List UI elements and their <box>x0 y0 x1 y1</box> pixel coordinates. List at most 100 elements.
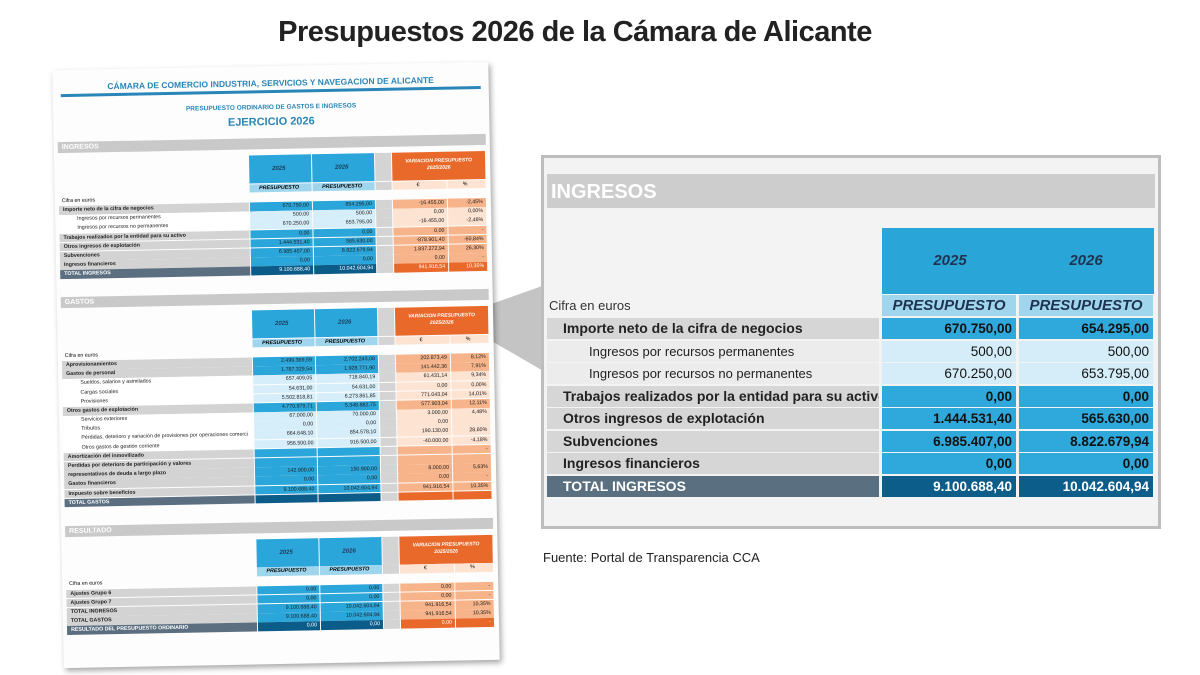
zoom-row-label: Otros ingresos de explotación <box>547 408 879 429</box>
variation-column: € <box>395 335 450 345</box>
cell-value: -60,84% <box>448 234 487 244</box>
cell-value: 670.750,00 <box>249 201 313 212</box>
gap <box>376 227 393 237</box>
section-title: INGRESOS <box>57 133 486 154</box>
cell-value: 5.502.818,81 <box>253 392 316 403</box>
gap <box>376 254 394 264</box>
year-header: 2026 <box>319 536 382 566</box>
document-section: RESULTADO 2025 2026 VARIACION PRESUPUESTO 20… <box>65 517 495 635</box>
cell-value <box>255 494 318 504</box>
spacer <box>58 155 249 187</box>
cell-value: 500,00 <box>250 210 313 221</box>
document-section: INGRESOS 2025 2026 VARIACION PRESUPUESTO 202… <box>57 133 489 279</box>
cell-value: 4.770.979,71 <box>253 402 316 412</box>
zoom-cell-value: 8.822.679,94 <box>1019 430 1153 452</box>
variation-column: € <box>392 180 447 190</box>
zoom-cell-value: 670.750,00 <box>882 318 1016 339</box>
zoom-row: Importe neto de la cifra de negocios 670.… <box>547 318 1153 339</box>
cell-value: 854.578,10 <box>317 428 380 439</box>
cell-value: - <box>452 444 491 455</box>
zoom-column-label: PRESUPUESTO <box>1019 295 1153 316</box>
cell-value: 0,00 <box>257 621 321 632</box>
cell-value <box>452 453 491 464</box>
cell-value: 0,00 <box>257 593 320 604</box>
zoom-cell-value: 500,00 <box>882 340 1016 362</box>
cell-value: 956.500,00 <box>254 438 317 449</box>
zoom-year: 2026 <box>1069 252 1103 269</box>
cell-value: 10,35% <box>453 481 492 491</box>
zoom-row: Trabajos realizados por la entidad para … <box>547 385 1153 407</box>
cell-value: 0,00% <box>448 207 487 217</box>
zoom-row-label: TOTAL INGRESOS <box>547 475 879 497</box>
cell-value: 0,00 <box>318 474 381 485</box>
zoom-column-row: Cifra en euros PRESUPUESTO PRESUPUESTO <box>547 295 1153 316</box>
cell-value: 1.787.329,54 <box>253 365 316 376</box>
zoom-row-label: Trabajos realizados por la entidad para … <box>547 385 879 407</box>
gap <box>379 409 397 419</box>
cell-value: 14,01% <box>451 389 490 399</box>
column-label: PRESUPUESTO <box>312 181 375 192</box>
column-label: PRESUPUESTO <box>315 336 378 347</box>
zoom-cell-value: 10.042.604,94 <box>1019 475 1153 497</box>
cell-value: 0,00 <box>320 583 383 594</box>
zoom-row-label: Ingresos financieros <box>547 453 879 474</box>
gap <box>380 437 397 447</box>
document-section: GASTOS 2025 2026 VARIACION PRESUPUESTO 2025/… <box>60 288 493 508</box>
gap <box>380 428 397 438</box>
cell-value: 0,00 <box>400 591 455 601</box>
gap <box>383 592 400 602</box>
gap <box>381 474 398 484</box>
gap <box>383 610 400 620</box>
variation-header: VARIACION PRESUPUESTO 2025/2026 <box>399 534 493 565</box>
cell-value: 7,91% <box>450 362 490 372</box>
zoom-cell-value: 500,00 <box>1019 340 1153 362</box>
cell-value: 653.795,00 <box>313 218 376 229</box>
zoom-row: Subvenciones 6.985.407,00 8.822.679,94 <box>547 430 1153 452</box>
cell-value <box>317 446 380 457</box>
year-header: 2026 <box>314 308 378 338</box>
cell-value: -40.000,00 <box>397 436 452 446</box>
gap <box>378 336 395 346</box>
cell-value <box>318 492 381 503</box>
year-header: 2025 <box>248 154 312 184</box>
cell-value: 0,00 <box>397 417 452 428</box>
zoom-cell-value: 0,00 <box>882 385 1016 407</box>
cell-value: 0,00 <box>320 620 384 631</box>
zoom-row: Ingresos por recursos no permanentes 670.… <box>547 363 1153 384</box>
zoom-row: Ingresos financieros 0,00 0,00 <box>547 453 1153 474</box>
cell-value: 0,00 <box>255 475 318 486</box>
cell-value: 4,48% <box>451 407 491 418</box>
cell-value: 0,00 <box>257 584 320 595</box>
cell-value: 141.442,36 <box>396 362 451 373</box>
cell-value <box>397 454 452 465</box>
column-label: PRESUPUESTO <box>249 182 312 193</box>
cell-value: 6.985.407,00 <box>250 247 313 257</box>
gap <box>374 152 392 182</box>
cell-value <box>254 448 317 458</box>
gap <box>376 218 393 227</box>
gap <box>379 373 396 382</box>
zoom-cell-value: 670.250,00 <box>882 363 1016 384</box>
gap <box>380 464 398 474</box>
cell-value: 664.648,10 <box>254 429 317 440</box>
zoom-cell-value: 9.100.688,40 <box>882 475 1016 497</box>
cell-value: 5.348.882,75 <box>316 400 379 411</box>
cell-value: 0,00 <box>317 419 380 430</box>
cell-value: -878.901,40 <box>393 235 448 246</box>
zoom-cell-value: 6.985.407,00 <box>882 430 1016 452</box>
cell-value: 26,30% <box>448 243 487 254</box>
source: Fuente: Portal de Transparencia CCA <box>543 550 760 565</box>
cell-value <box>397 445 452 456</box>
cell-value: 941.916,54 <box>400 600 455 611</box>
cell-value: 0,00 <box>320 592 383 603</box>
cell-value: 0,00 <box>400 618 456 629</box>
cell-value <box>254 457 317 468</box>
cell-value <box>453 490 492 500</box>
gap <box>379 382 396 392</box>
gap <box>377 264 394 273</box>
budget-document: CÁMARA DE COMERCIO INDUSTRIA, SERVICIOS … <box>52 61 500 669</box>
cell-value: 9.100.688,40 <box>255 484 318 495</box>
cell-value: -4,18% <box>452 435 491 445</box>
gap <box>382 536 399 565</box>
gap <box>376 208 393 218</box>
